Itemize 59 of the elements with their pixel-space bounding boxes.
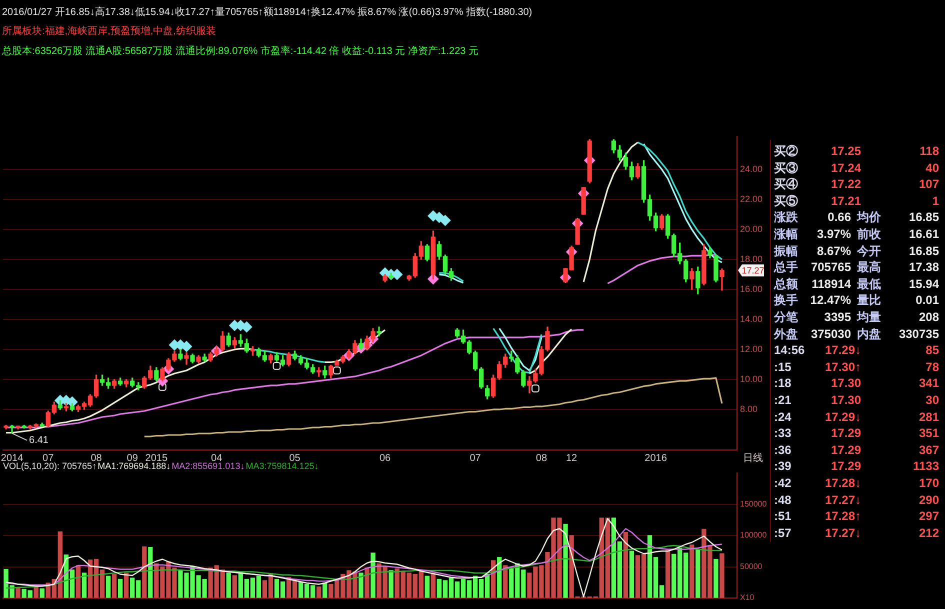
y-tick-label: 10.00 <box>740 374 763 384</box>
text: 14:56 17.29↓ 85 <box>774 343 939 358</box>
x-axis-title: 日线 <box>743 452 763 464</box>
x-tick-label: 12 <box>566 452 578 464</box>
text: 买② 17.25 118 <box>774 144 939 158</box>
x-tick-label: 09 <box>126 452 138 464</box>
text: :57 17.27↓ 212 <box>774 526 939 540</box>
y-tick-label: 150000 <box>740 499 768 508</box>
x-tick-label: 05 <box>289 452 301 464</box>
y-tick-label: 22.00 <box>740 194 763 204</box>
chart-title: VOL(5,10,20): 705765↑ <box>3 461 97 471</box>
y-tick-label: 14.00 <box>740 314 763 324</box>
x-tick-label: 07 <box>470 452 482 464</box>
text: 买⑤ 17.21 1 <box>774 194 939 208</box>
text: :21 17.30 30 <box>774 393 939 407</box>
text: 买③ 17.24 40 <box>774 160 939 175</box>
text: 总额 118914 最低 15.94 <box>774 276 939 291</box>
text: 总手 705765 最高 17.38 <box>774 260 939 274</box>
y-tick-label: 50000 <box>740 562 763 571</box>
text: 涨幅 3.97% 前收 16.61 <box>774 227 939 241</box>
x-tick-label: 08 <box>536 452 548 464</box>
text: :24 17.29↓ 281 <box>774 410 939 424</box>
text: 振幅 8.67% 今开 16.85 <box>774 244 939 258</box>
x-tick-label: 04 <box>211 452 223 464</box>
x-tick-label: 2014 <box>0 452 24 464</box>
text: 分笔 3395 均量 208 <box>774 310 939 324</box>
text: 买④ 17.22 107 <box>774 177 939 192</box>
text: 外盘 375030 内盘 330735 <box>774 326 939 341</box>
y-tick-label: 20.00 <box>740 224 763 234</box>
y-tick-label: 16.00 <box>740 284 763 294</box>
x-tick-label: 08 <box>90 452 102 464</box>
text: :15 17.30↑ 78 <box>774 360 939 374</box>
text: :42 17.28↓ 170 <box>774 476 939 490</box>
text: 2016/01/27 开16.85↓高17.38↓低15.94↓收17.27↑量705765↑额118914↑换12.47% 振8.67% 涨(0.66)3.97% 指数(-1880.30) <box>2 6 532 18</box>
y-tick-label: 8.00 <box>740 404 758 414</box>
y-tick-label: 18.00 <box>740 254 763 264</box>
text: :48 17.27↓ 290 <box>774 492 939 507</box>
y-tick-label: X10 <box>740 593 755 602</box>
text: :36 17.29 367 <box>774 442 939 457</box>
text: MA2:855691.013↓ <box>172 461 245 471</box>
annotation: 17.27 <box>742 265 764 276</box>
text: :39 17.29 1133 <box>774 459 939 474</box>
x-tick-label: 07 <box>42 452 54 464</box>
text: 总股本:63526万股 流通A股:56587万股 流通比例:89.076% 市盈率:-114.42 倍 收益:-0.113 元 净资产:1.223 元 <box>2 44 478 58</box>
text: 换手 12.47% 量比 0.01 <box>774 293 939 308</box>
text: :51 17.28↑ 297 <box>774 509 939 524</box>
text: :18 17.30 341 <box>774 376 939 390</box>
text: :33 17.29 351 <box>774 426 939 440</box>
y-tick-label: 100000 <box>740 530 768 540</box>
text: 所属板块:福建,海峡西岸,预盈预增,中盘,纺织服装 <box>2 25 216 38</box>
text: MA1:769694.188↓ <box>98 461 171 471</box>
y-tick-label: 12.00 <box>740 344 763 354</box>
x-tick-label: 06 <box>379 452 392 464</box>
x-tick-label: 2015 <box>145 452 168 464</box>
annotation: 6.41 <box>29 435 49 446</box>
text: MA3:759814.125↓ <box>246 461 319 471</box>
text: 涨跌 0.66 均价 16.85 <box>774 210 939 224</box>
x-tick-label: 2016 <box>644 452 668 464</box>
y-tick-label: 24.00 <box>740 164 763 174</box>
